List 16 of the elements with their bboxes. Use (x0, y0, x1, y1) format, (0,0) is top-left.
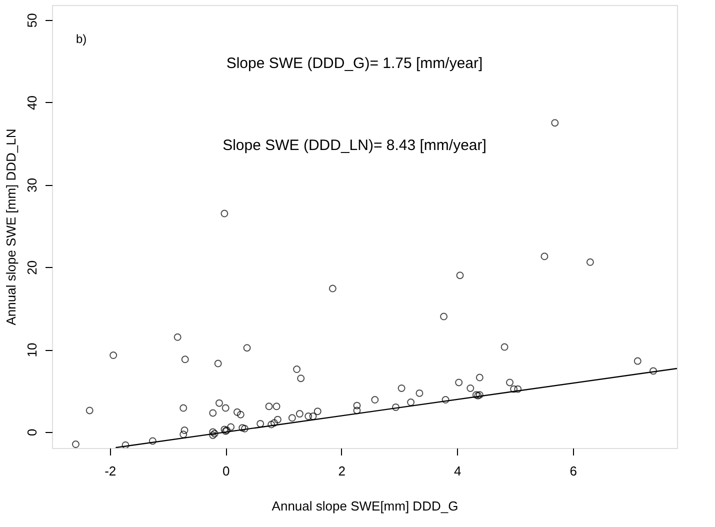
x-axis-title: Annual slope SWE[mm] DDD_G (272, 498, 458, 514)
y-tick-label: 0 (24, 428, 40, 436)
y-tick-label: 10 (24, 342, 40, 358)
annotation: Slope SWE (DDD_G)= 1.75 [mm/year] (226, 55, 483, 72)
x-tick-label: 6 (570, 464, 577, 478)
y-tick-label: 40 (24, 96, 40, 110)
x-tick-label: 2 (338, 464, 346, 478)
y-tick-label: 30 (24, 178, 40, 192)
x-tick-label: 4 (454, 464, 462, 478)
annotation: b) (76, 32, 87, 46)
x-tick-label: -2 (104, 464, 116, 478)
y-tick-label: 50 (24, 13, 40, 28)
annotation: Slope SWE (DDD_LN)= 8.43 [mm/year] (222, 137, 486, 154)
x-tick-label: 0 (222, 464, 230, 478)
y-tick-label: 20 (24, 260, 40, 275)
y-axis-title: Annual slope SWE [mm] DDD_LN (4, 128, 18, 326)
